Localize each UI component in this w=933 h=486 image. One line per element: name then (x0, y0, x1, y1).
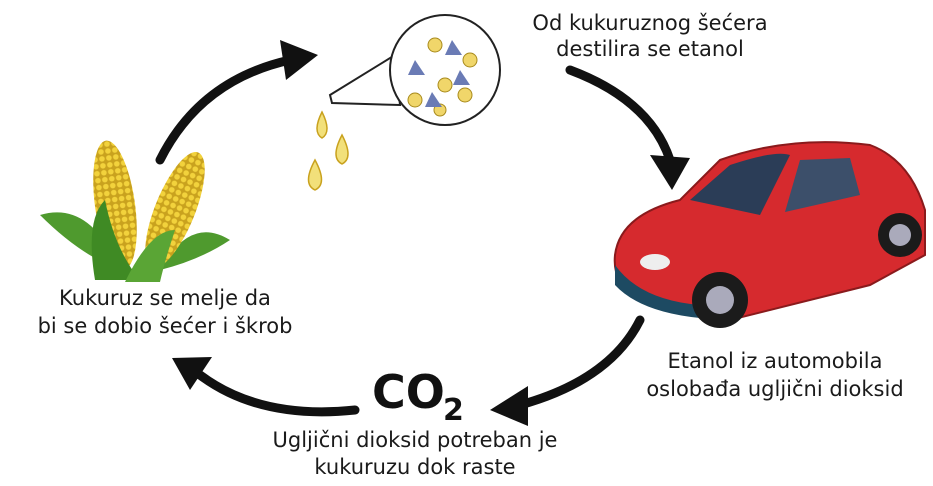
drop (309, 160, 322, 190)
hub (706, 286, 734, 314)
spout (330, 55, 400, 105)
arrow-head (172, 357, 212, 390)
corn (40, 138, 230, 282)
arrow-head (280, 40, 318, 80)
label: Etanol iz automobila (667, 349, 882, 373)
distiller (330, 15, 500, 125)
co2-symbol: CO (372, 365, 445, 419)
label: Kukuruz se melje da (59, 286, 271, 310)
arrow (160, 60, 290, 160)
arrow (520, 320, 640, 405)
sugar (428, 38, 442, 52)
sugar (463, 53, 477, 67)
hub (889, 224, 911, 246)
label: Ugljični dioksid potreban je (273, 428, 558, 452)
drop (317, 112, 327, 138)
drop (336, 135, 348, 164)
label: oslobađa ugljični dioksid (646, 377, 903, 401)
drops (309, 112, 349, 190)
co2-subscript: 2 (443, 393, 464, 428)
sugar (438, 78, 452, 92)
label: destilira se etanol (556, 37, 744, 61)
sugar (408, 93, 422, 107)
diagram: Od kukuruznog šećera destilira se etanol… (0, 0, 933, 486)
label: bi se dobio šećer i škrob (38, 314, 293, 338)
label: Od kukuruznog šećera (532, 11, 767, 35)
headlight (640, 254, 670, 270)
arrow-head (650, 155, 690, 190)
sugar (458, 88, 472, 102)
arrow-head (490, 386, 528, 426)
label: kukuruzu dok raste (314, 455, 515, 479)
arrow (200, 375, 355, 412)
arrow (570, 70, 670, 160)
